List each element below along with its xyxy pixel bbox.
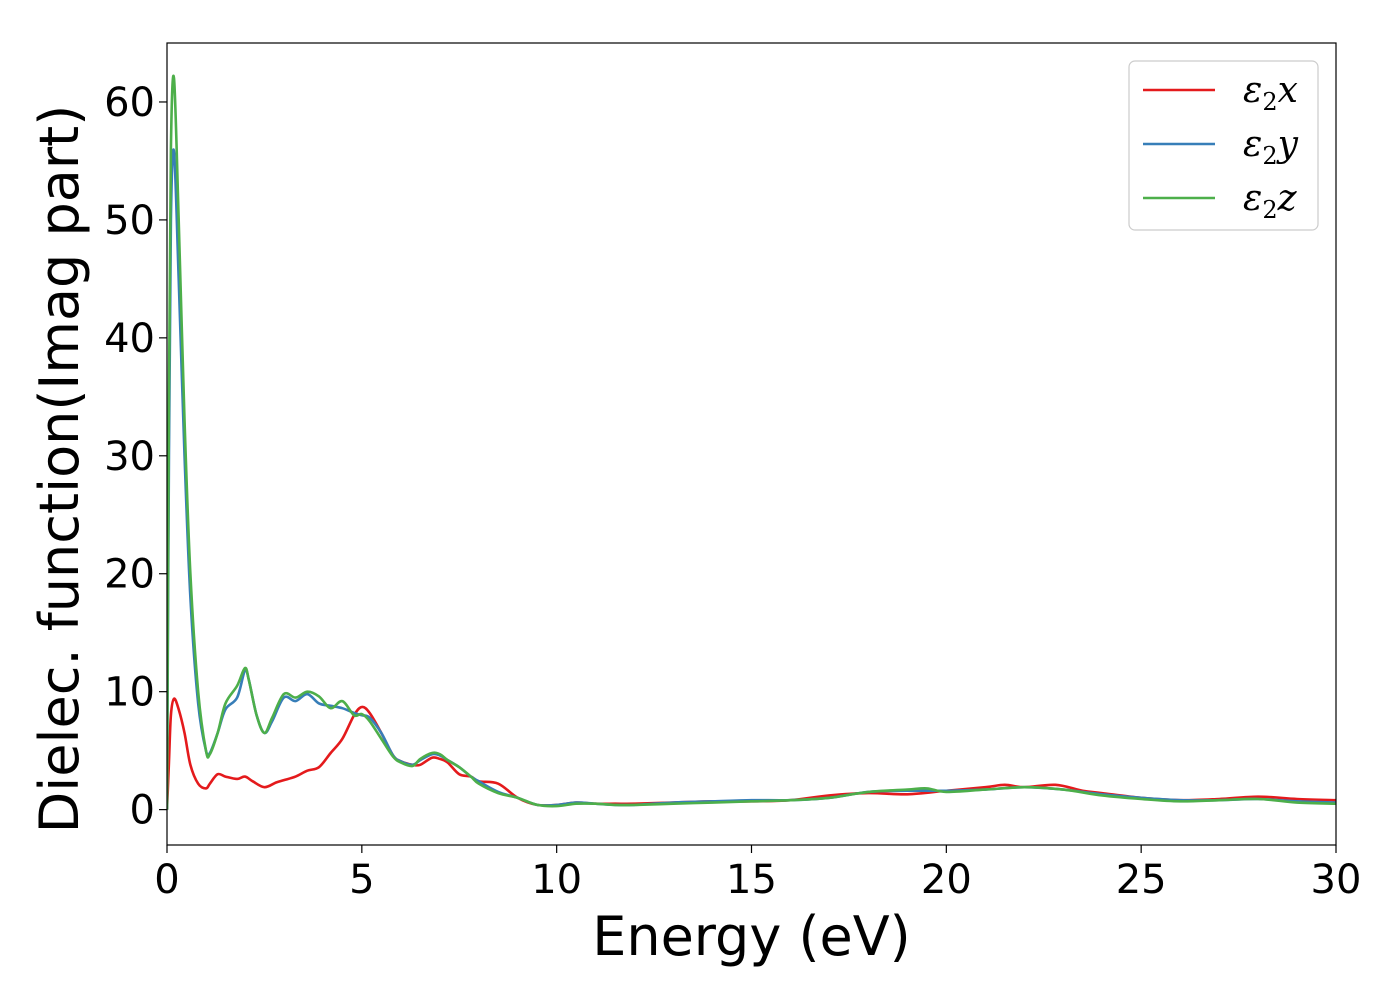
x-tick-label: 10 bbox=[531, 857, 582, 903]
legend-label: ε2y bbox=[1243, 124, 1299, 170]
x-tick-label: 15 bbox=[726, 857, 777, 903]
y-axis-label: Dielec. function(Imag part) bbox=[28, 105, 91, 834]
series-line-z bbox=[167, 74, 1336, 810]
legend: ε2x ε2y ε2z bbox=[1128, 60, 1319, 231]
y-tick-label: 20 bbox=[104, 552, 155, 598]
series-line-y bbox=[167, 148, 1336, 810]
legend-label: ε2z bbox=[1243, 178, 1298, 224]
legend-label: ε2x bbox=[1243, 70, 1298, 116]
x-tick-label: 25 bbox=[1116, 857, 1167, 903]
y-tick-label: 30 bbox=[104, 434, 155, 480]
y-tick-label: 40 bbox=[104, 316, 155, 362]
y-tick-label: 60 bbox=[104, 80, 155, 126]
y-tick-label: 10 bbox=[104, 670, 155, 716]
series-line-x bbox=[167, 697, 1336, 810]
legend-box bbox=[1128, 60, 1319, 231]
x-axis-label: Energy (eV) bbox=[592, 905, 911, 968]
axis-ticks: 0 5 10 15 20 25 30 0 10 20 30 40 50 60 bbox=[104, 80, 1361, 903]
y-tick-label: 0 bbox=[130, 788, 155, 834]
x-tick-label: 20 bbox=[921, 857, 972, 903]
x-tick-label: 0 bbox=[154, 857, 179, 903]
y-tick-label: 50 bbox=[104, 198, 155, 244]
series-lines bbox=[167, 74, 1336, 810]
x-tick-label: 5 bbox=[349, 857, 374, 903]
x-tick-label: 30 bbox=[1311, 857, 1362, 903]
